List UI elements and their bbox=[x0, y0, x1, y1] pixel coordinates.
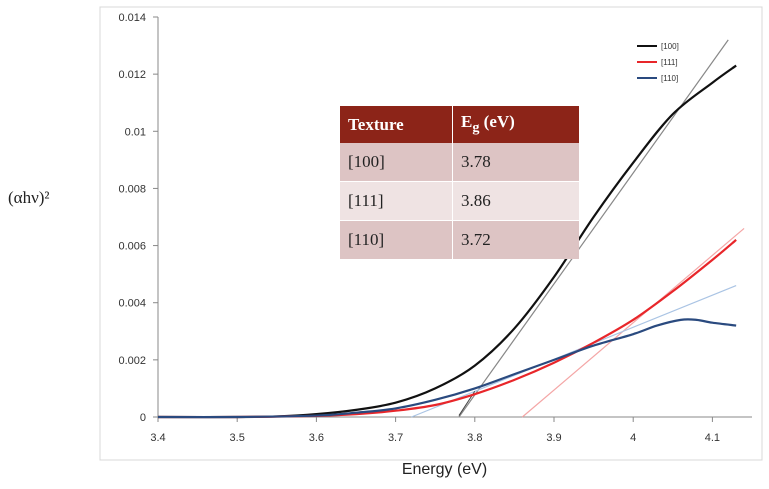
chart-frame bbox=[99, 6, 763, 461]
y-tick-label: 0.014 bbox=[118, 12, 146, 24]
legend-label: [100] bbox=[661, 42, 679, 51]
fit-line bbox=[458, 39, 729, 418]
legend-label: [110] bbox=[661, 74, 678, 83]
table-cell-texture: [100] bbox=[340, 143, 453, 182]
table-cell-eg: 3.78 bbox=[452, 143, 579, 182]
series-line bbox=[157, 318, 737, 419]
y-tick-label: 0 bbox=[140, 412, 146, 424]
x-tick-label: 3.7 bbox=[388, 432, 403, 444]
y-tick-label: 0.01 bbox=[125, 126, 146, 138]
bandgap-table: Texture Eg (eV) [100] 3.78 [111] 3.86 [1… bbox=[340, 106, 579, 259]
x-tick-label: 3.6 bbox=[309, 432, 324, 444]
x-tick-label: 3.9 bbox=[546, 432, 561, 444]
x-tick-label: 3.8 bbox=[467, 432, 482, 444]
table-cell-texture: [111] bbox=[340, 181, 453, 221]
table-row: [111] 3.86 bbox=[340, 181, 579, 221]
x-tick-label: 3.4 bbox=[150, 432, 165, 444]
x-tick-label: 4 bbox=[630, 432, 636, 444]
y-tick-label: 0.008 bbox=[118, 183, 146, 195]
y-tick-label: 0.012 bbox=[118, 69, 146, 81]
fit-line bbox=[521, 227, 745, 418]
table-cell-texture: [110] bbox=[340, 220, 453, 259]
x-tick-label: 4.1 bbox=[705, 432, 720, 444]
fit-line bbox=[411, 285, 737, 418]
table-header-texture: Texture bbox=[340, 106, 453, 143]
y-tick-label: 0.002 bbox=[118, 355, 146, 367]
table-cell-eg: 3.86 bbox=[452, 181, 579, 221]
legend-label: [111] bbox=[661, 58, 678, 67]
table-header-eg-subscript: g bbox=[472, 119, 480, 136]
table-cell-eg: 3.72 bbox=[452, 220, 579, 259]
y-tick-label: 0.004 bbox=[118, 298, 146, 310]
y-axis-label: (αhν)² bbox=[8, 188, 50, 207]
table-header-eg: Eg (eV) bbox=[452, 106, 579, 143]
y-tick-label: 0.006 bbox=[118, 241, 146, 253]
table-row: [110] 3.72 bbox=[340, 220, 579, 259]
table-row: [100] 3.78 bbox=[340, 143, 579, 182]
x-axis-label: Energy (eV) bbox=[401, 461, 488, 478]
x-tick-label: 3.5 bbox=[230, 432, 245, 444]
